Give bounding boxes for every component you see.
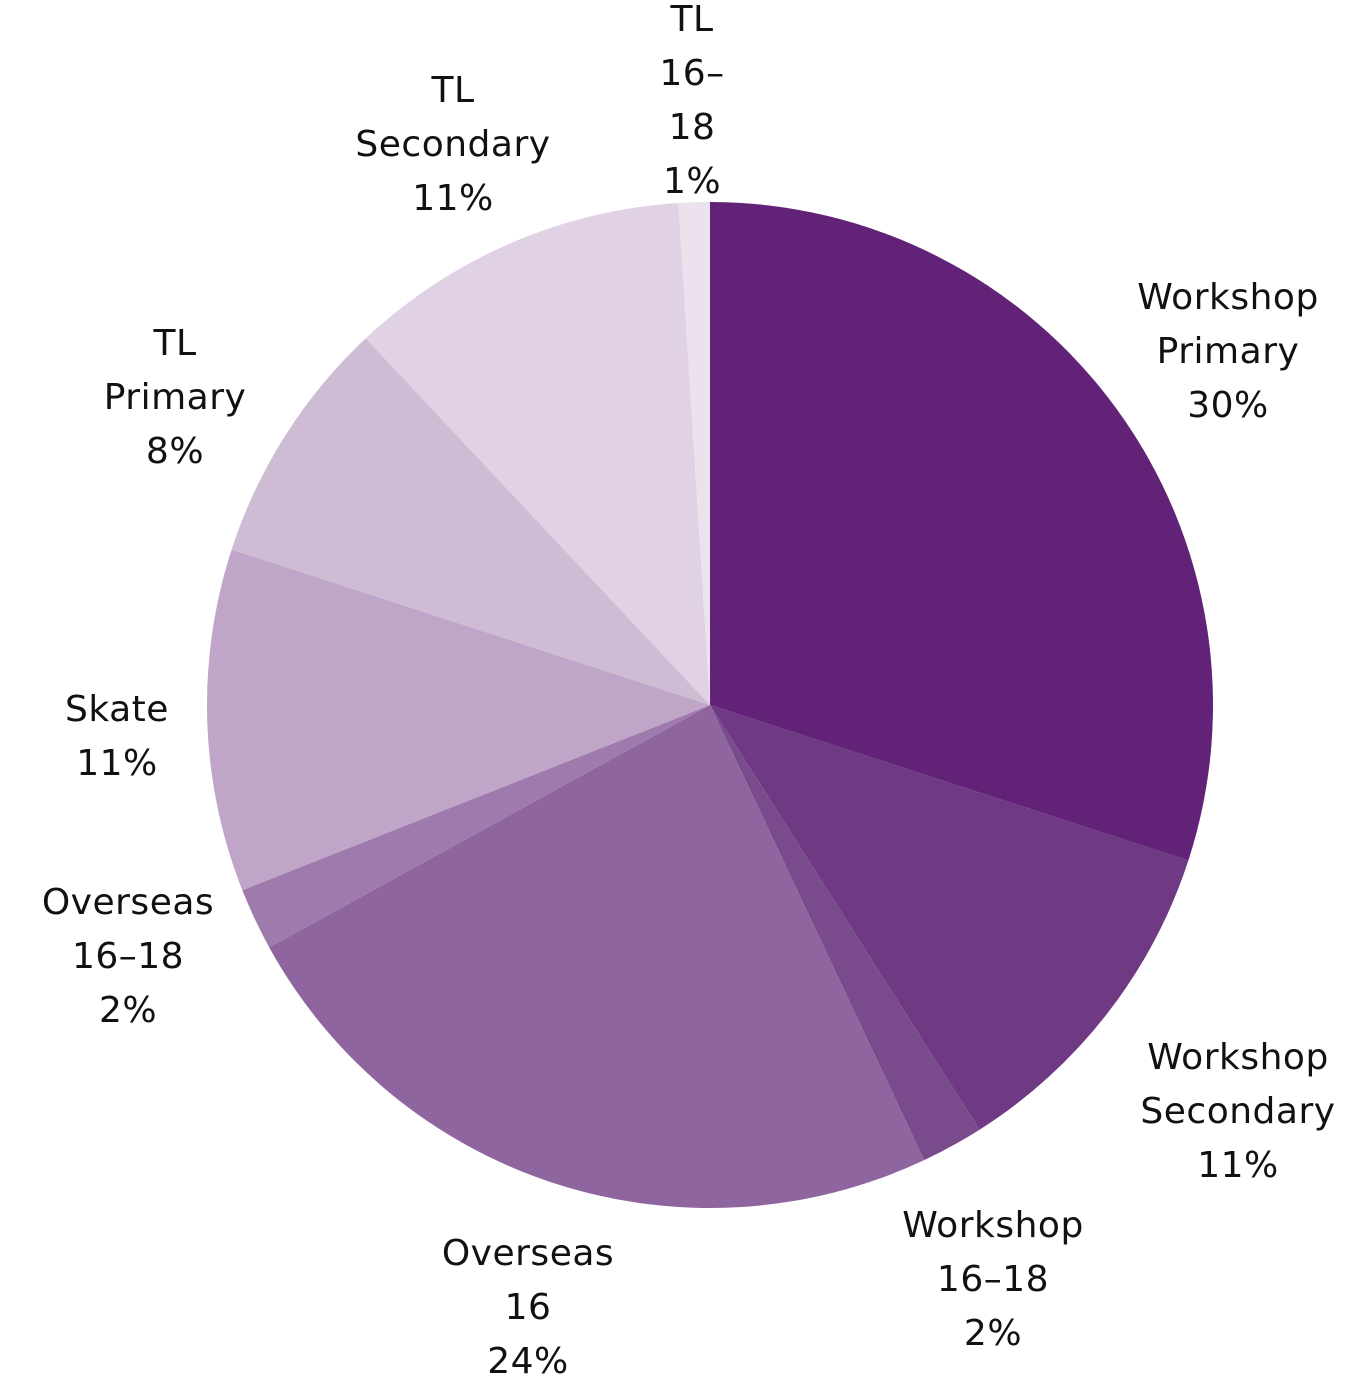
pie-slice xyxy=(207,549,711,891)
pie-slice xyxy=(231,338,710,705)
pie-slice xyxy=(242,705,710,948)
value-label: 11% xyxy=(1197,1145,1279,1186)
category-label: Workshop Primary xyxy=(1137,277,1319,372)
slice-label: TL Secondary 11% xyxy=(355,64,550,226)
slice-label: Skate 11% xyxy=(65,683,169,791)
category-label: TL 16–18 xyxy=(659,0,725,148)
slice-label: Workshop Primary 30% xyxy=(1137,271,1319,433)
slice-label: TL Primary 8% xyxy=(104,317,247,479)
value-label: 30% xyxy=(1187,385,1269,426)
value-label: 2% xyxy=(98,990,158,1031)
category-label: Overseas 16–18 xyxy=(41,882,215,977)
pie-slice xyxy=(678,202,710,705)
slice-label: Overseas 16 24% xyxy=(442,1227,614,1389)
category-label: Overseas 16 xyxy=(441,1233,615,1328)
category-label: Workshop 16–18 xyxy=(902,1205,1084,1300)
pie-slice xyxy=(710,705,980,1161)
pie-slice xyxy=(365,202,710,705)
category-label: TL Primary xyxy=(103,323,247,418)
pie-slice xyxy=(269,705,925,1209)
value-label: 11% xyxy=(76,743,158,784)
slice-label: TL 16–18 1% xyxy=(659,0,724,209)
category-label: Workshop Secondary xyxy=(1140,1037,1336,1132)
slice-label: Workshop Secondary 11% xyxy=(1140,1031,1335,1193)
value-label: 24% xyxy=(487,1341,569,1382)
value-label: 11% xyxy=(412,178,494,219)
slice-label: Overseas 16–18 2% xyxy=(42,876,214,1038)
value-label: 2% xyxy=(963,1313,1023,1354)
value-label: 8% xyxy=(145,431,205,472)
pie-slice xyxy=(710,202,1213,861)
slice-label: Workshop 16–18 2% xyxy=(902,1199,1084,1361)
pie-slice xyxy=(710,705,1189,1130)
value-label: 1% xyxy=(662,161,722,202)
category-label: Skate xyxy=(65,689,169,730)
category-label: TL Secondary xyxy=(355,70,551,165)
